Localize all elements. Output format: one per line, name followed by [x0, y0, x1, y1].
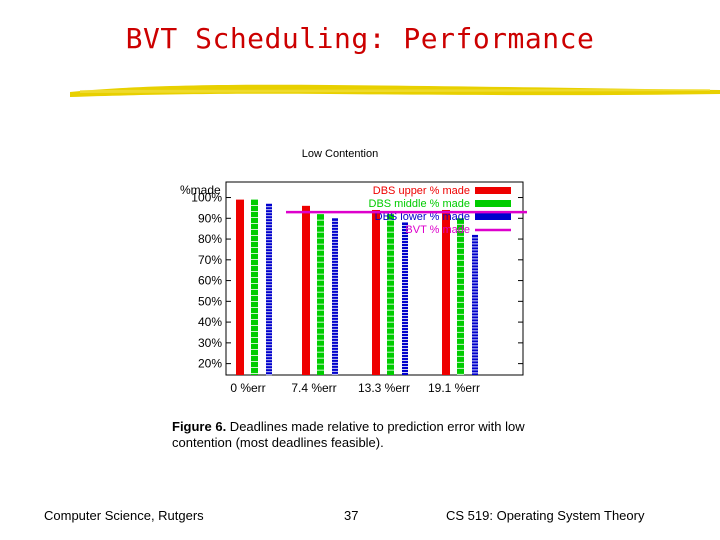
figure-caption: Figure 6. Deadlines made relative to pre… [172, 419, 552, 451]
y-tick-label: 50% [198, 294, 222, 308]
bar-dbs-middle [317, 214, 324, 375]
x-tick-label: 7.4 %err [291, 381, 336, 395]
slide-title: BVT Scheduling: Performance [125, 22, 595, 55]
legend-bvt-label: BVT % made [405, 224, 470, 236]
page-number: 37 [344, 508, 359, 523]
y-tick-label: 40% [198, 315, 222, 329]
bar-dbs-upper [236, 199, 244, 375]
bar-dbs-upper [442, 209, 450, 375]
bar-dbs-upper [302, 205, 310, 375]
y-axis-label: %made [180, 183, 221, 197]
legend-dbs-lower-swatch [475, 213, 511, 220]
x-tick-label: 19.1 %err [428, 381, 480, 395]
y-tick-label: 30% [198, 336, 222, 350]
footer-left: Computer Science, Rutgers [44, 508, 204, 523]
y-tick-label: 90% [198, 211, 222, 225]
bar-dbs-lower [472, 234, 478, 375]
y-tick-label: 100% [191, 191, 222, 205]
bar-dbs-lower [402, 222, 408, 375]
y-tick-label: 80% [198, 232, 222, 246]
bar-dbs-lower [266, 203, 272, 375]
y-tick-label: 20% [198, 357, 222, 371]
bar-dbs-middle [387, 214, 394, 375]
legend-dbs-upper-swatch [475, 187, 511, 194]
caption-text: Deadlines made relative to prediction er… [172, 419, 525, 450]
x-tick-label: 13.3 %err [358, 381, 410, 395]
legend-dbs-upper-label: DBS upper % made [373, 185, 470, 197]
legend-dbs-middle-swatch [475, 200, 511, 207]
y-tick-label: 70% [198, 253, 222, 267]
bar-dbs-middle [251, 199, 258, 375]
y-tick-label: 60% [198, 274, 222, 288]
x-tick-label: 0 %err [230, 381, 265, 395]
caption-label: Figure 6. [172, 419, 227, 434]
legend-dbs-middle-label: DBS middle % made [369, 198, 471, 210]
title-underline [70, 84, 720, 97]
bar-dbs-upper [372, 209, 380, 375]
chart-title: Low Contention [301, 148, 379, 160]
footer-right: CS 519: Operating System Theory [446, 508, 645, 523]
legend-dbs-lower-label: DBS lower % made [375, 211, 470, 223]
